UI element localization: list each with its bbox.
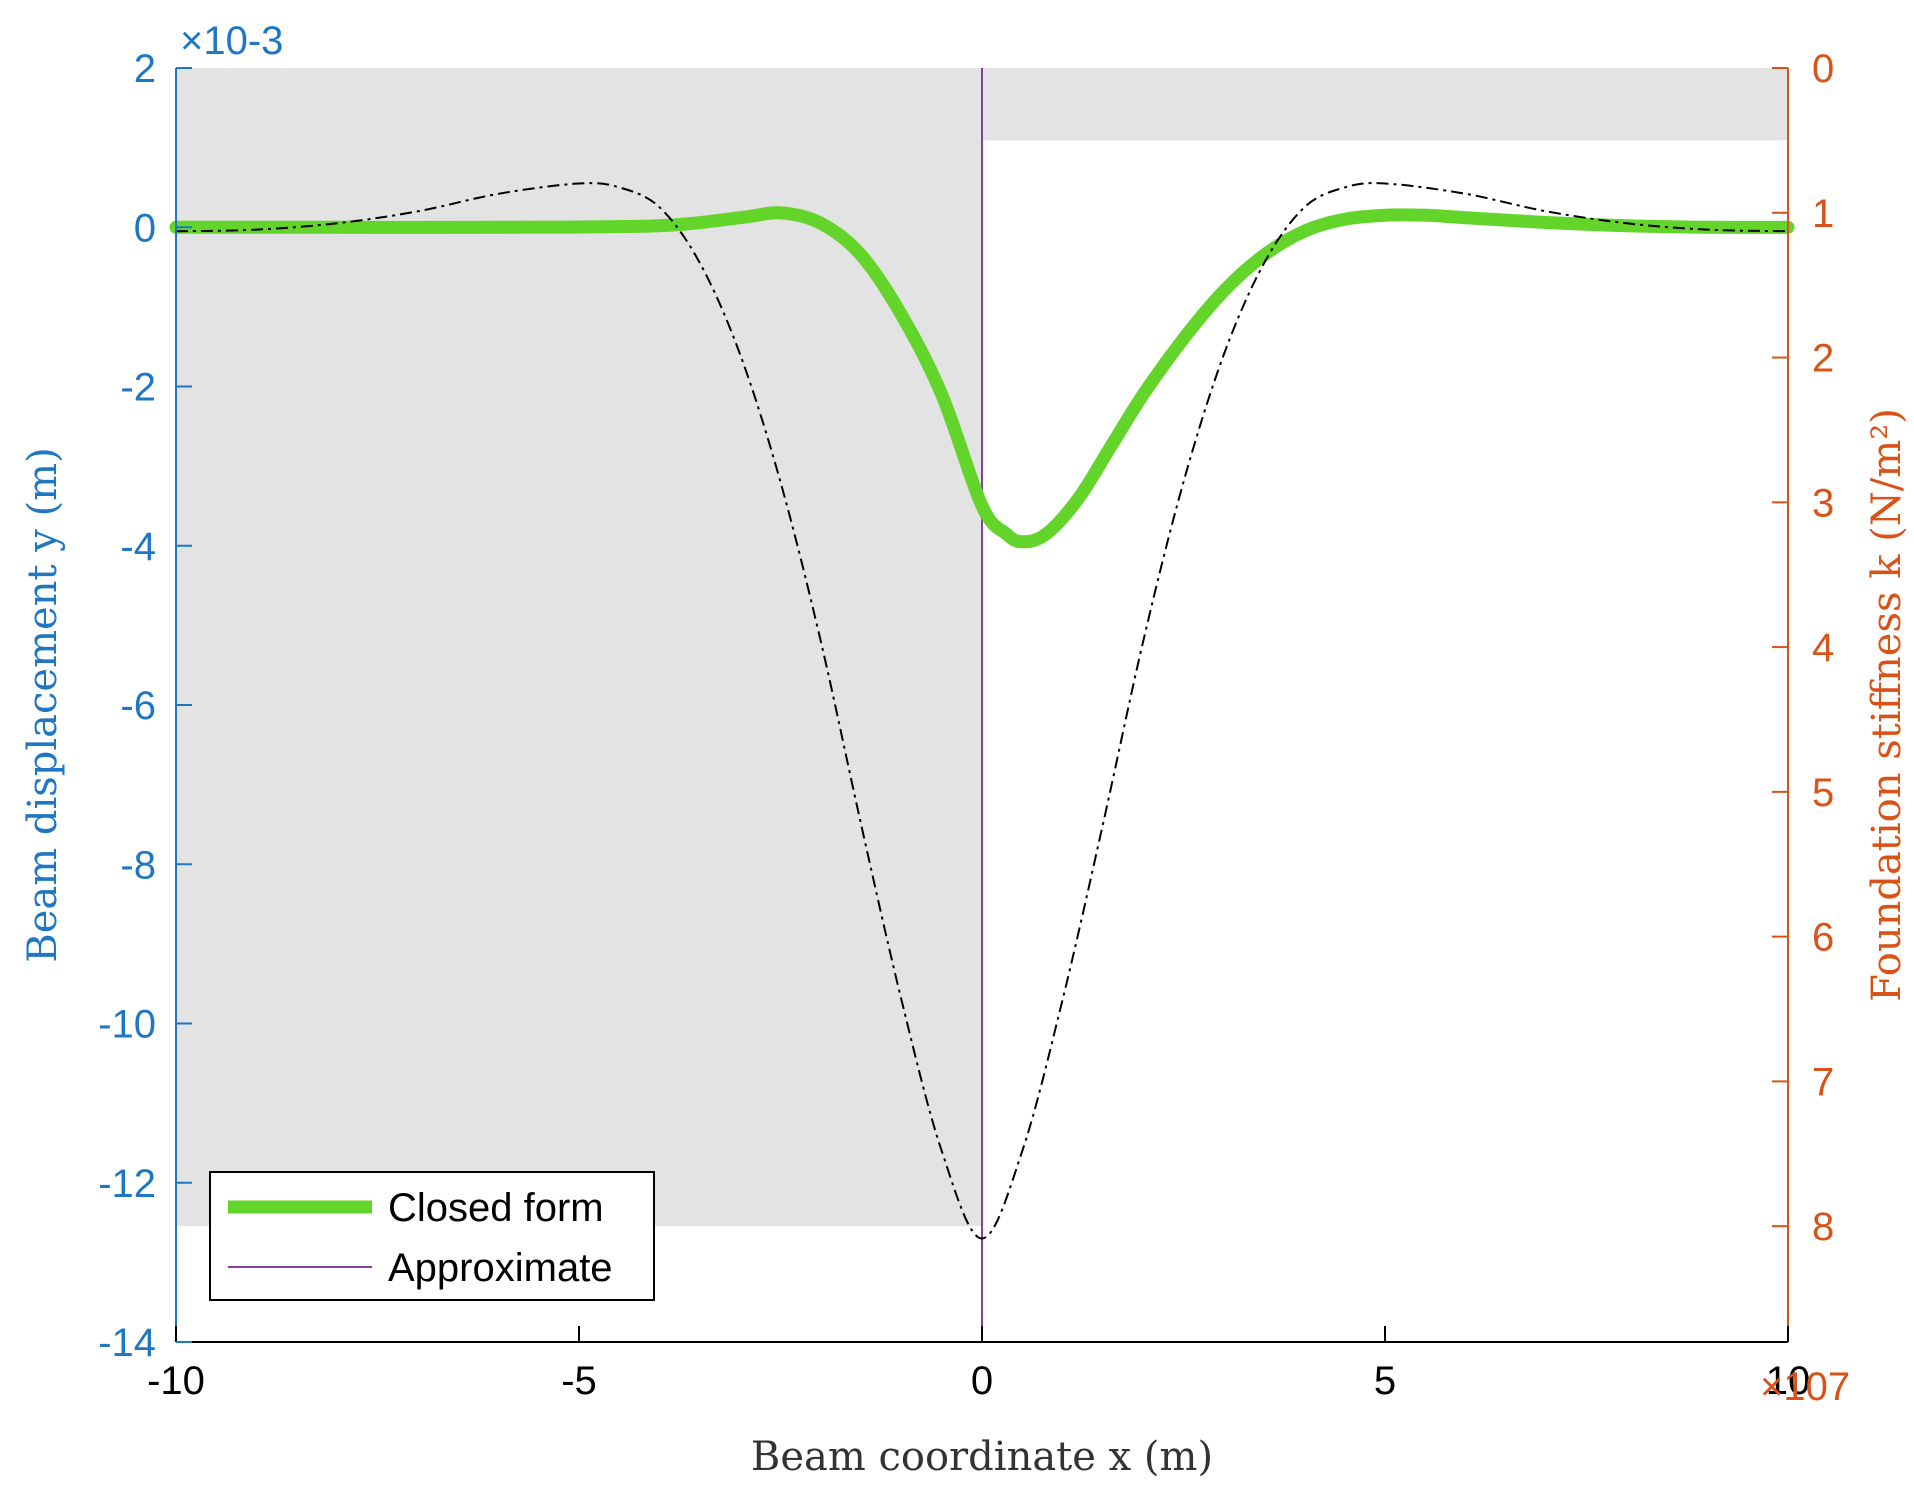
y-right-tick-label: 7 bbox=[1812, 1060, 1834, 1104]
x-tick-label: -10 bbox=[147, 1359, 205, 1403]
y-right-tick-label: 8 bbox=[1812, 1205, 1834, 1249]
legend-label-approximate: Approximate bbox=[388, 1246, 613, 1290]
legend-label-closed-form: Closed form bbox=[388, 1186, 604, 1230]
ticks-layer: -10 -5 0 5 10 2 0 -2 -4 -6 -8 -10 -12 -14 0 1 2 3 4 5 6 7 8 bbox=[98, 47, 1834, 1403]
x-tick-label: 10 bbox=[1766, 1359, 1811, 1403]
y-right-tick-label: 2 bbox=[1812, 337, 1834, 381]
x-tick-label: 5 bbox=[1374, 1359, 1396, 1403]
legend: Closed form Approximate bbox=[209, 1171, 655, 1301]
series-line-approximate bbox=[175, 182, 1789, 1240]
y-left-tick-label: -8 bbox=[120, 843, 156, 887]
y-left-tick-label: -10 bbox=[98, 1003, 156, 1047]
y-right-tick-label: 1 bbox=[1812, 192, 1834, 236]
stiffness-fill-layer bbox=[176, 68, 1788, 1342]
legend-box bbox=[209, 1171, 655, 1301]
y-left-tick-label: -14 bbox=[98, 1321, 156, 1365]
y-axis-right-label: Foundation stiffness k (N/m²) bbox=[1864, 408, 1910, 1002]
curve-layer bbox=[169, 182, 1795, 1240]
y-right-tick-label: 6 bbox=[1812, 916, 1834, 960]
y-left-tick-label: -2 bbox=[120, 366, 156, 410]
y-right-tick-label: 5 bbox=[1812, 771, 1834, 815]
y-right-tick-label: 3 bbox=[1812, 481, 1834, 525]
x-axis-label: Beam coordinate x (m) bbox=[751, 1434, 1213, 1480]
y-axis-left-label: Beam displacement y (m) bbox=[20, 447, 66, 962]
y-right-exponent: ×107 bbox=[1760, 1365, 1850, 1409]
x-tick-label: -5 bbox=[561, 1359, 597, 1403]
y-left-exponent: ×10-3 bbox=[180, 19, 283, 63]
y-right-tick-label: 0 bbox=[1812, 47, 1834, 91]
y-left-tick-label: -12 bbox=[98, 1162, 156, 1206]
labels-layer: Beam coordinate x (m) Beam displacement … bbox=[20, 19, 1910, 1480]
x-tick-label: 0 bbox=[971, 1359, 993, 1403]
y-left-tick-label: 2 bbox=[134, 47, 156, 91]
y-left-tick-label: -4 bbox=[120, 525, 156, 569]
y-left-tick-label: 0 bbox=[134, 206, 156, 250]
y-right-tick-label: 4 bbox=[1812, 626, 1834, 670]
y-left-tick-label: -6 bbox=[120, 684, 156, 728]
series-line-closed-form bbox=[169, 206, 1795, 549]
